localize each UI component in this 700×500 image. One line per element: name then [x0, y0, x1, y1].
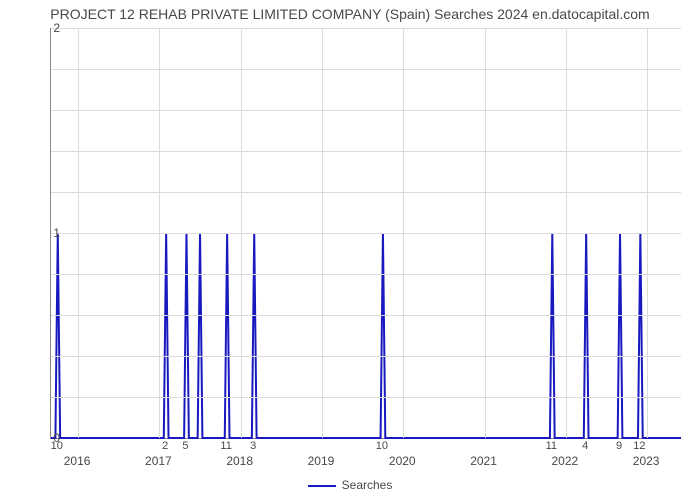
- grid-line-vertical: [566, 28, 567, 438]
- x-axis-spike-label: 11: [546, 440, 557, 452]
- grid-line-horizontal: [51, 233, 681, 234]
- x-axis-spike-label: 2: [162, 440, 168, 452]
- grid-line-vertical: [322, 28, 323, 438]
- legend: Searches: [0, 478, 700, 492]
- grid-line-vertical: [403, 28, 404, 438]
- x-axis-spike-label: 5: [182, 440, 188, 452]
- x-axis-spike-label: 10: [51, 440, 63, 452]
- x-axis-spike-label: 3: [250, 440, 256, 452]
- chart-title: PROJECT 12 REHAB PRIVATE LIMITED COMPANY…: [0, 6, 700, 22]
- legend-swatch: [308, 485, 336, 487]
- x-axis-spike-label: 4: [582, 440, 588, 452]
- x-axis-year-label: 2016: [64, 454, 91, 468]
- grid-line-vertical: [159, 28, 160, 438]
- grid-line-horizontal: [51, 274, 681, 275]
- grid-line-horizontal: [51, 315, 681, 316]
- x-axis-year-label: 2022: [551, 454, 578, 468]
- grid-line-horizontal: [51, 69, 681, 70]
- grid-line-horizontal: [51, 151, 681, 152]
- x-axis-year-label: 2019: [308, 454, 335, 468]
- grid-line-horizontal: [51, 356, 681, 357]
- x-axis-spike-label: 9: [616, 440, 622, 452]
- x-axis-spike-label: 10: [376, 440, 388, 452]
- x-axis-spike-label: 12: [633, 440, 645, 452]
- y-axis-tick-label: 1: [53, 226, 60, 240]
- grid-line-horizontal: [51, 397, 681, 398]
- x-axis-year-label: 2018: [226, 454, 253, 468]
- legend-label: Searches: [342, 478, 393, 492]
- plot-area: [50, 28, 681, 439]
- x-axis-year-label: 2017: [145, 454, 172, 468]
- grid-line-horizontal: [51, 110, 681, 111]
- x-axis-year-label: 2023: [633, 454, 660, 468]
- grid-line-vertical: [485, 28, 486, 438]
- grid-line-vertical: [647, 28, 648, 438]
- x-axis-spike-label: 11: [220, 440, 231, 452]
- grid-line-horizontal: [51, 28, 681, 29]
- chart-container: PROJECT 12 REHAB PRIVATE LIMITED COMPANY…: [0, 0, 700, 500]
- y-axis-tick-label: 2: [53, 21, 60, 35]
- grid-line-vertical: [241, 28, 242, 438]
- x-axis-year-label: 2020: [389, 454, 416, 468]
- x-axis-year-label: 2021: [470, 454, 497, 468]
- grid-line-horizontal: [51, 192, 681, 193]
- grid-line-vertical: [78, 28, 79, 438]
